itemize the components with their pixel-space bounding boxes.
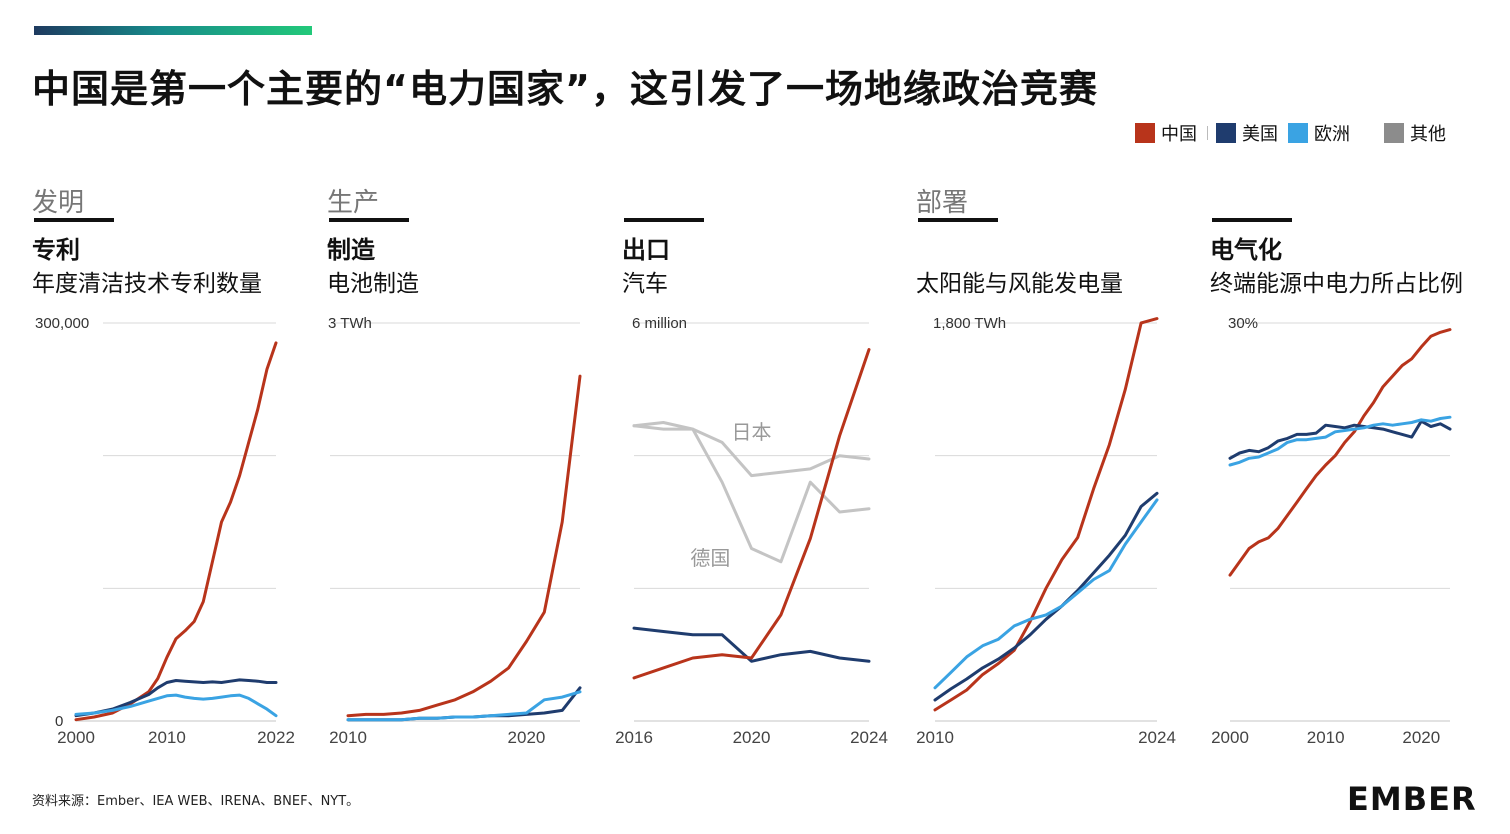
legend-item-china: 中国 — [1135, 120, 1197, 146]
panel-export: 出口 汽车 — [622, 178, 907, 298]
series-line-china — [933, 317, 1159, 712]
panel-invention: 发明 专利 年度清洁技术专利数量 — [32, 178, 317, 298]
legend-swatch-us — [1216, 123, 1236, 143]
x-tick-label: 2010 — [916, 728, 954, 747]
series-line-europe — [346, 690, 582, 722]
panel-divider — [918, 218, 998, 222]
x-tick-label: 2020 — [1402, 728, 1440, 747]
panel-subtitle: 电气化 — [1210, 236, 1282, 264]
panel-divider — [624, 218, 704, 222]
x-tick-label: 2024 — [1138, 728, 1176, 747]
x-tick-label: 2010 — [329, 728, 367, 747]
ember-logo: EMBER — [1347, 780, 1477, 818]
series-line-china — [74, 341, 278, 722]
series-line-china — [346, 374, 582, 718]
panel-description: 电池制造 — [327, 271, 419, 297]
chart-2: 3 TWh 2010 2020 — [328, 315, 582, 747]
x-tick-label: 2016 — [615, 728, 653, 747]
x-tick-label: 2022 — [257, 728, 295, 747]
legend-swatch-other — [1384, 123, 1404, 143]
panel-electrification: 电气化 终端能源中电力所占比例 — [1210, 178, 1495, 298]
legend-label-other: 其他 — [1410, 124, 1446, 145]
y-axis-top-label: 30% — [1228, 315, 1258, 332]
y-axis-top-label: 300,000 — [35, 315, 89, 332]
series-line-other — [632, 421, 871, 478]
panel-description: 太阳能与风能发电量 — [916, 271, 1123, 297]
x-tick-label: 2000 — [1211, 728, 1249, 747]
legend-item-us: 美国 — [1216, 120, 1278, 146]
panel-description: 汽车 — [622, 271, 668, 297]
y-axis-top-label: 6 million — [632, 315, 687, 332]
series-line-us — [1228, 419, 1452, 460]
panel-subtitle: 专利 — [32, 236, 80, 264]
y-axis-top-label: 1,800 TWh — [933, 315, 1006, 332]
series-line-us — [74, 678, 278, 718]
panel-category: 部署 — [916, 188, 969, 218]
page-title: 中国是第一个主要的“电力国家”，这引发了一场地缘政治竞赛 — [32, 67, 1098, 111]
series-annotation: 德国 — [690, 546, 730, 570]
panel-subtitle: 出口 — [622, 236, 670, 264]
legend-label-europe: 欧洲 — [1314, 124, 1350, 145]
chart-4: 1,800 TWh 2010 2024 — [916, 315, 1176, 747]
legend-swatch-china — [1135, 123, 1155, 143]
panel-production: 生产 制造 电池制造 — [327, 178, 612, 298]
legend-item-europe: 欧洲 — [1288, 120, 1350, 146]
series-line-us — [933, 491, 1159, 702]
x-tick-label: 2024 — [850, 728, 888, 747]
panel-description: 年度清洁技术专利数量 — [32, 271, 262, 297]
x-tick-label: 2010 — [1307, 728, 1345, 747]
panel-subtitle: 制造 — [327, 236, 375, 264]
chart-5: 30% 2000 2010 2020 — [1211, 315, 1452, 747]
panel-divider — [34, 218, 114, 222]
series-line-china — [632, 348, 871, 680]
y-axis-top-label: 3 TWh — [328, 315, 372, 332]
legend-label-us: 美国 — [1242, 124, 1278, 145]
x-tick-label: 2010 — [148, 728, 186, 747]
panel-description: 终端能源中电力所占比例 — [1210, 271, 1463, 297]
x-tick-label: 2020 — [508, 728, 546, 747]
legend: 中国 美国 欧洲 其他 — [1135, 120, 1456, 146]
panel-divider — [329, 218, 409, 222]
x-tick-label: 2000 — [57, 728, 95, 747]
series-line-china — [1228, 328, 1452, 577]
series-line-europe — [933, 498, 1159, 690]
accent-bar — [34, 26, 312, 35]
series-line-us — [632, 626, 871, 663]
panel-category: 发明 — [32, 188, 85, 218]
x-tick-label: 2020 — [733, 728, 771, 747]
series-annotation: 日本 — [732, 420, 772, 444]
series-line-europe — [1228, 415, 1452, 467]
series-line-other — [632, 424, 871, 564]
panel-deployment: 部署 太阳能与风能发电量 — [916, 178, 1201, 298]
legend-item-other: 其他 — [1384, 120, 1446, 146]
legend-label-china: 中国 — [1161, 124, 1197, 145]
series-line-europe — [74, 693, 278, 718]
panel-category: 生产 — [327, 188, 380, 218]
panel-divider — [1212, 218, 1292, 222]
y-axis-zero-label: 0 — [55, 713, 63, 730]
legend-swatch-europe — [1288, 123, 1308, 143]
legend-separator — [1207, 126, 1208, 140]
source-footnote: 资料来源：Ember、IEA WEB、IRENA、BNEF、NYT。 — [32, 794, 360, 809]
